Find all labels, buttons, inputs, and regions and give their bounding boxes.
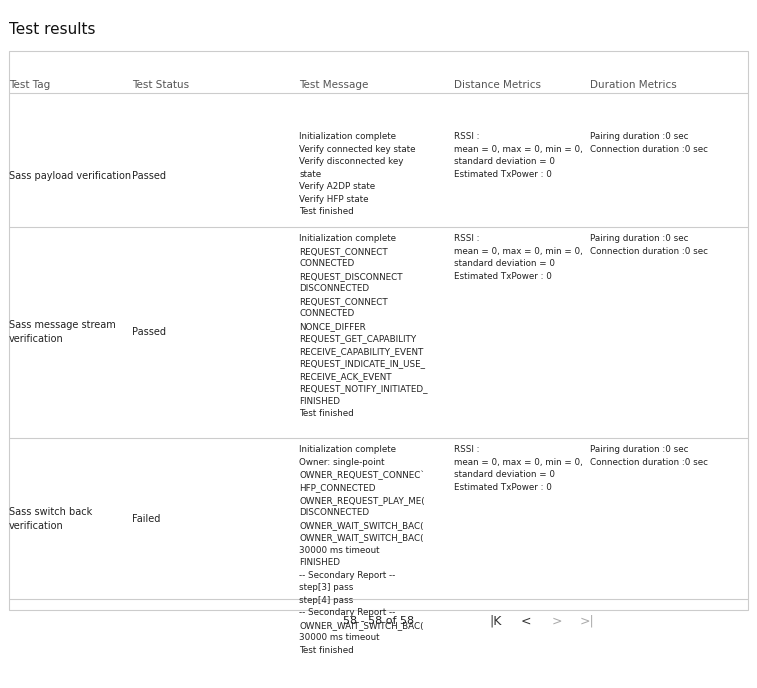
Text: Test Tag: Test Tag [9, 80, 50, 90]
Text: >|: >| [579, 614, 594, 627]
Text: >: > [551, 614, 562, 627]
Text: RSSI :
mean = 0, max = 0, min = 0,
standard deviation = 0
Estimated TxPower : 0: RSSI : mean = 0, max = 0, min = 0, stand… [454, 445, 583, 492]
Text: Pairing duration :0 sec
Connection duration :0 sec: Pairing duration :0 sec Connection durat… [590, 445, 709, 467]
Text: Passed: Passed [132, 171, 167, 181]
Text: Initialization complete
Owner: single-point
OWNER_REQUEST_CONNEC`
HFP_CONNECTED
: Initialization complete Owner: single-po… [299, 445, 425, 655]
Text: |K: |K [490, 614, 502, 627]
Text: Test Message: Test Message [299, 80, 369, 90]
Text: Distance Metrics: Distance Metrics [454, 80, 541, 90]
Text: 58 - 58 of 58: 58 - 58 of 58 [343, 616, 414, 626]
Text: Initialization complete
REQUEST_CONNECT
CONNECTED
REQUEST_DISCONNECT
DISCONNECTE: Initialization complete REQUEST_CONNECT … [299, 235, 428, 418]
Text: <: < [521, 614, 531, 627]
Text: RSSI :
mean = 0, max = 0, min = 0,
standard deviation = 0
Estimated TxPower : 0: RSSI : mean = 0, max = 0, min = 0, stand… [454, 235, 583, 281]
Text: Sass message stream
verification: Sass message stream verification [9, 320, 116, 344]
Text: Pairing duration :0 sec
Connection duration :0 sec: Pairing duration :0 sec Connection durat… [590, 235, 709, 256]
Text: Test results: Test results [9, 23, 95, 37]
Text: Passed: Passed [132, 327, 167, 337]
Text: Sass payload verification: Sass payload verification [9, 171, 131, 181]
Text: Failed: Failed [132, 513, 160, 524]
Bar [9, 51, 748, 610]
Text: Sass switch back
verification: Sass switch back verification [9, 506, 92, 530]
Text: Duration Metrics: Duration Metrics [590, 80, 678, 90]
Text: Test Status: Test Status [132, 80, 189, 90]
Text: Initialization complete
Verify connected key state
Verify disconnected key
state: Initialization complete Verify connected… [299, 132, 416, 216]
Text: RSSI :
mean = 0, max = 0, min = 0,
standard deviation = 0
Estimated TxPower : 0: RSSI : mean = 0, max = 0, min = 0, stand… [454, 132, 583, 179]
Text: Pairing duration :0 sec
Connection duration :0 sec: Pairing duration :0 sec Connection durat… [590, 132, 709, 153]
